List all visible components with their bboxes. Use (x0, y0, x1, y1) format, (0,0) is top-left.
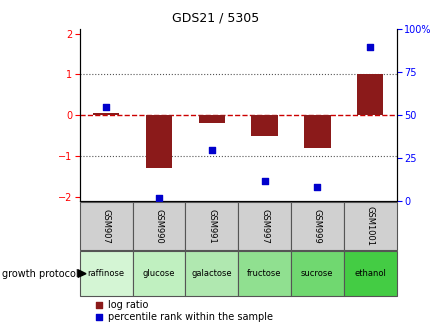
Point (208, 147, 215, 152)
Bar (145, 115, 172, 168)
Bar (343, 251, 396, 296)
Bar (198, 115, 224, 123)
Text: galactose: galactose (191, 269, 231, 278)
Bar (343, 202, 396, 250)
Text: GDS21 / 5305: GDS21 / 5305 (172, 11, 258, 25)
Text: fructose: fructose (247, 269, 281, 278)
Text: GSM991: GSM991 (207, 209, 216, 243)
Bar (290, 202, 343, 250)
Point (155, 195, 162, 200)
Point (95, 314, 102, 319)
Bar (237, 251, 290, 296)
Point (366, 44, 373, 49)
Text: sucrose: sucrose (301, 269, 333, 278)
Point (261, 178, 267, 183)
Point (102, 104, 109, 109)
Point (313, 185, 320, 190)
Bar (356, 74, 382, 115)
Text: raffinose: raffinose (87, 269, 124, 278)
Bar (251, 115, 277, 136)
Text: GSM1001: GSM1001 (365, 206, 374, 246)
Text: log ratio: log ratio (108, 300, 148, 310)
Text: GSM999: GSM999 (312, 209, 321, 243)
Bar (93, 113, 119, 115)
Text: ethanol: ethanol (353, 269, 385, 278)
Bar (185, 202, 237, 250)
Text: growth protocol: growth protocol (2, 269, 79, 279)
Text: glucose: glucose (142, 269, 175, 278)
Bar (132, 202, 185, 250)
Text: GSM907: GSM907 (101, 209, 111, 243)
Bar (132, 251, 185, 296)
Bar (185, 251, 237, 296)
Text: GSM990: GSM990 (154, 209, 163, 243)
Bar (80, 202, 132, 250)
Bar (237, 202, 290, 250)
Bar (290, 251, 343, 296)
Point (95, 302, 102, 307)
Polygon shape (78, 270, 86, 277)
Text: percentile rank within the sample: percentile rank within the sample (108, 312, 272, 321)
Bar (304, 115, 330, 148)
Bar (80, 251, 132, 296)
Text: GSM997: GSM997 (259, 209, 268, 243)
